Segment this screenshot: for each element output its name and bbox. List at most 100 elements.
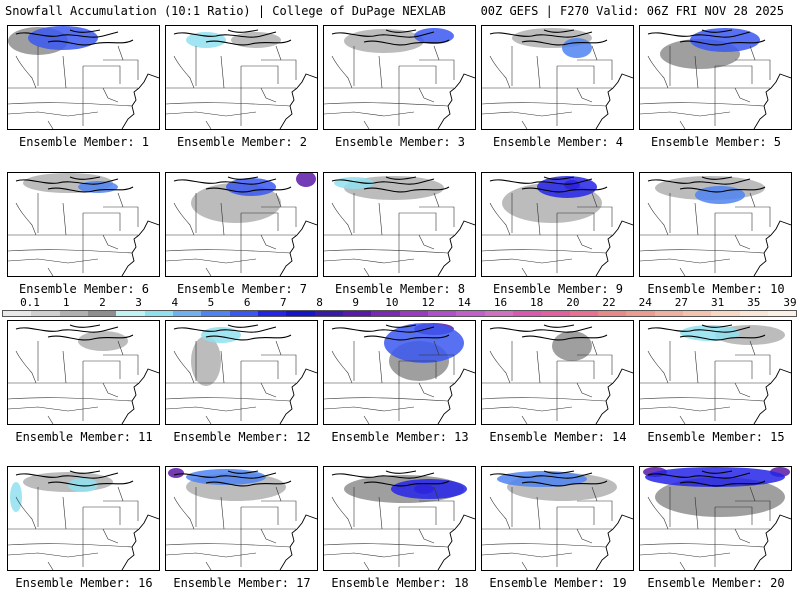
state-border (103, 354, 139, 375)
state-border (521, 267, 528, 276)
state-border (173, 350, 195, 384)
state-border (640, 258, 731, 264)
colorbar-tick-label: 5 (207, 296, 215, 309)
snowfall-map (324, 28, 475, 129)
state-border (205, 267, 212, 276)
state-border (694, 496, 699, 530)
colorbar-swatch (87, 311, 117, 316)
state-border (433, 192, 440, 208)
colorbar-swatch (456, 311, 485, 316)
state-border (8, 102, 133, 107)
state-border (482, 258, 573, 264)
great-lakes-outline (173, 176, 292, 193)
coastline (437, 73, 475, 129)
state-border (324, 406, 415, 412)
snowfall-map (8, 324, 159, 424)
state-border (324, 397, 449, 402)
state-border (482, 102, 607, 107)
state-border (640, 249, 765, 254)
great-lakes-outline (173, 324, 292, 341)
state-border (166, 397, 291, 402)
state-border (378, 350, 383, 384)
state-border (640, 397, 765, 402)
header-title: Snowfall Accumulation (10:1 Ratio) | Col… (5, 4, 446, 18)
state-border (557, 212, 595, 231)
state-border (220, 496, 225, 530)
state-border (324, 543, 449, 548)
great-lakes-outline (331, 176, 450, 193)
state-border (8, 543, 133, 548)
state-border (647, 55, 669, 89)
state-border (47, 415, 54, 424)
great-lakes-outline (15, 324, 134, 341)
great-lakes-outline (489, 470, 608, 487)
ensemble-member-label: Ensemble Member: 9 (492, 282, 624, 296)
snowfall-area (695, 186, 745, 204)
colorbar-tick-label: 20 (566, 296, 580, 309)
ensemble-map-panel (639, 25, 792, 130)
state-border (489, 202, 511, 236)
ensemble-member-label: Ensemble Member: 4 (492, 135, 624, 149)
state-border (482, 111, 573, 117)
state-border (324, 249, 449, 254)
state-border (418, 234, 435, 250)
state-border (536, 496, 541, 530)
ensemble-map-panel (165, 320, 318, 425)
state-border (489, 55, 511, 89)
colorbar-tick-label: 8 (316, 296, 323, 309)
great-lakes-outline (173, 29, 292, 46)
colorbar-swatch (569, 311, 598, 316)
snowfall-area (537, 176, 597, 198)
ensemble-map-panel (7, 466, 160, 571)
coastline (437, 368, 475, 424)
great-lakes-outline (15, 29, 134, 46)
coastline (279, 220, 317, 276)
snowfall-area (191, 336, 221, 386)
great-lakes-outline (489, 324, 608, 341)
state-border (241, 506, 279, 525)
state-border (640, 406, 731, 412)
state-border (679, 267, 686, 276)
state-border (647, 496, 669, 530)
snowfall-area (655, 477, 785, 517)
coastline (279, 514, 317, 570)
ensemble-map-panel (165, 466, 318, 571)
colorbar-swatch (342, 311, 372, 316)
ensemble-member-label: Ensemble Member: 2 (176, 135, 308, 149)
state-border (694, 202, 699, 236)
state-border (679, 561, 686, 570)
state-border (715, 506, 753, 525)
ensemble-map-panel (639, 172, 792, 277)
colorbar-tick-label: 22 (602, 296, 616, 309)
snowfall-area (344, 29, 424, 53)
state-border (536, 55, 541, 89)
state-border (433, 486, 440, 502)
colorbar-tick-label: 7 (280, 296, 287, 309)
state-border (363, 415, 370, 424)
state-border (576, 87, 593, 103)
coastline (121, 368, 159, 424)
state-border (694, 55, 699, 89)
great-lakes-outline (15, 470, 134, 487)
great-lakes-outline (647, 324, 766, 341)
state-border (433, 340, 440, 356)
state-border (715, 360, 753, 379)
coastline (279, 368, 317, 424)
great-lakes-outline (15, 176, 134, 193)
state-border (102, 382, 119, 398)
state-border (694, 350, 699, 384)
state-border (363, 561, 370, 570)
coastline (437, 220, 475, 276)
colorbar-swatch (512, 311, 542, 316)
colorbar-tick-label: 35 (747, 296, 761, 309)
state-border (220, 350, 225, 384)
colorbar-tick-label: 16 (493, 296, 508, 309)
snowfall-area (201, 327, 241, 343)
state-border (166, 543, 291, 548)
ensemble-map-panel (7, 25, 160, 130)
state-border (557, 506, 595, 525)
state-border (47, 267, 54, 276)
state-border (62, 350, 67, 384)
state-border (15, 496, 37, 530)
state-border (418, 87, 435, 103)
